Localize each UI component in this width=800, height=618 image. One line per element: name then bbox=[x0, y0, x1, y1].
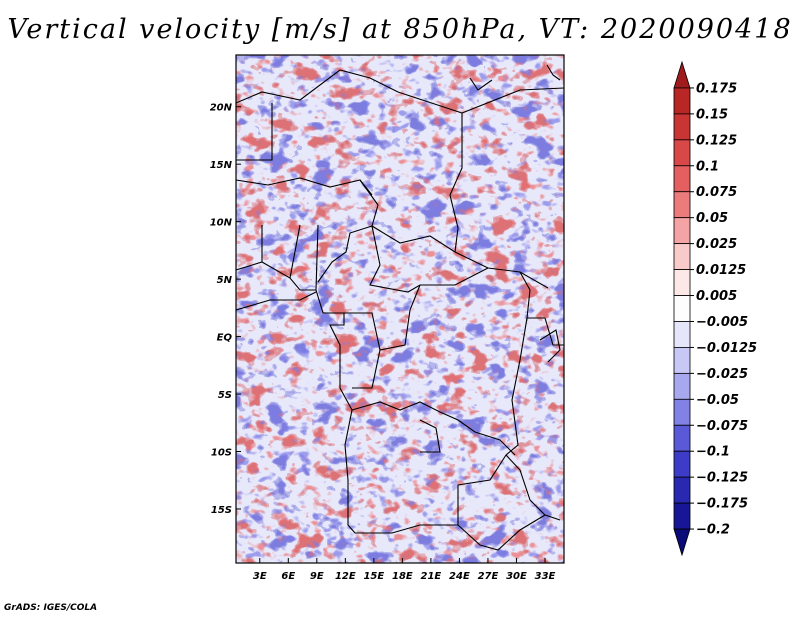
lon-tick-label: 3E bbox=[253, 571, 267, 582]
colorbar-label: −0.025 bbox=[696, 367, 748, 382]
colorbar-label: −0.125 bbox=[696, 471, 748, 486]
colorbar-label: −0.2 bbox=[696, 523, 730, 538]
colorbar-swatch bbox=[673, 191, 691, 219]
lat-tick-label: 15S bbox=[211, 505, 232, 516]
colorbar-label: −0.005 bbox=[696, 315, 748, 330]
lon-tick-label: 9E bbox=[310, 571, 324, 582]
colorbar-label: −0.05 bbox=[696, 393, 739, 408]
lat-tick-label: 5S bbox=[218, 390, 232, 401]
colorbar-swatch bbox=[673, 243, 691, 270]
lon-tick-label: 6E bbox=[281, 571, 295, 582]
colorbar-swatch bbox=[673, 398, 691, 426]
colorbar-label: 0.005 bbox=[696, 289, 737, 304]
lon-tick-label: 24E bbox=[449, 571, 470, 582]
colorbar-swatch bbox=[673, 165, 691, 193]
colorbar-label: −0.175 bbox=[696, 497, 748, 512]
lon-tick-label: 21E bbox=[421, 571, 442, 582]
page-title: Vertical velocity [m/s] at 850hPa, VT: 2… bbox=[7, 14, 793, 45]
lon-tick-label: 15E bbox=[363, 571, 384, 582]
colorbar-label: 0.1 bbox=[696, 159, 719, 174]
lat-tick-label: 5N bbox=[217, 275, 233, 286]
colorbar-label: 0.175 bbox=[696, 81, 737, 96]
colorbar-swatch bbox=[673, 269, 691, 296]
lat-tick-label: 10S bbox=[211, 448, 232, 459]
latitude-axis: 20N 15N 10N 5N EQ 5S 10S 15S bbox=[210, 103, 241, 516]
lon-tick-label: 27E bbox=[478, 571, 499, 582]
colorbar-label: 0.05 bbox=[696, 211, 728, 226]
colorbar-swatch bbox=[673, 321, 691, 348]
colorbar-label: 0.075 bbox=[696, 185, 737, 200]
lon-tick-label: 33E bbox=[535, 571, 556, 582]
colorbar-swatch bbox=[673, 476, 691, 504]
lon-tick-label: 30E bbox=[506, 571, 527, 582]
lat-tick-label: EQ bbox=[217, 333, 233, 344]
lon-tick-label: 12E bbox=[335, 571, 356, 582]
colorbar-label: 0.025 bbox=[696, 237, 737, 252]
lat-tick-label: 15N bbox=[210, 160, 233, 171]
colorbar-swatch bbox=[673, 60, 691, 89]
colorbar-swatch bbox=[673, 502, 691, 530]
colorbar-swatch bbox=[673, 528, 691, 557]
colorbar-swatch bbox=[673, 450, 691, 478]
colorbar-swatch bbox=[673, 372, 691, 400]
colorbar-label: 0.125 bbox=[696, 133, 737, 148]
lat-tick-label: 10N bbox=[210, 218, 233, 229]
colorbar-label: 0.0125 bbox=[696, 263, 746, 278]
country-borders bbox=[236, 64, 564, 551]
lat-tick-label: 20N bbox=[210, 103, 233, 114]
colorbar-swatch bbox=[673, 424, 691, 452]
colorbar: 0.175 0.15 0.125 0.1 0.075 0.05 0.025 0.0125 0.0… bbox=[673, 60, 757, 557]
colorbar-swatch bbox=[673, 347, 691, 374]
colorbar-swatch bbox=[673, 87, 691, 115]
colorbar-swatch bbox=[673, 295, 691, 322]
grads-credit: GrADS: IGES/COLA bbox=[4, 603, 98, 613]
colorbar-swatch bbox=[673, 217, 691, 245]
colorbar-label: −0.0125 bbox=[696, 341, 757, 356]
colorbar-label: −0.075 bbox=[696, 419, 748, 434]
colorbar-swatch bbox=[673, 139, 691, 167]
colorbar-label: 0.15 bbox=[696, 107, 728, 122]
colorbar-label: −0.1 bbox=[696, 445, 730, 460]
colorbar-swatch bbox=[673, 113, 691, 141]
map-frame bbox=[235, 54, 565, 564]
lon-tick-label: 18E bbox=[392, 571, 413, 582]
velocity-field bbox=[236, 55, 564, 563]
longitude-axis: 3E 6E 9E 12E 15E 18E 21E 24E 27E 30E 33E bbox=[253, 558, 556, 582]
